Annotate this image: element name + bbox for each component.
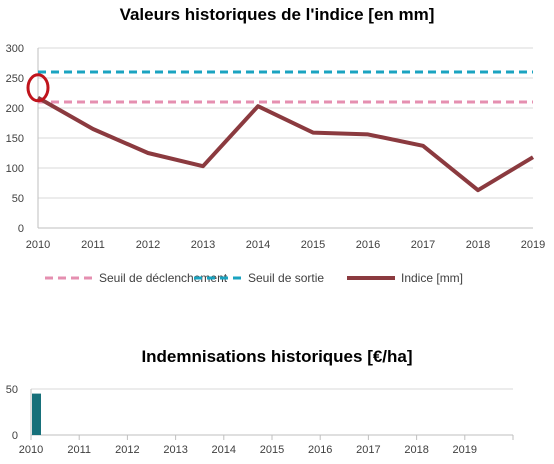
y-tick-label: 100: [6, 163, 24, 175]
x-tick-label: 2017: [411, 239, 435, 251]
y-tick-label: 50: [12, 193, 24, 205]
x-tick-label: 2011: [81, 239, 105, 251]
x-tick-label: 2019: [453, 444, 477, 456]
highlight-circle: [26, 73, 50, 103]
y-tick-label: 250: [6, 73, 24, 85]
bar-chart-title: Indemnisations historiques [€/ha]: [141, 347, 413, 366]
x-tick-label: 2017: [356, 444, 380, 456]
x-tick-label: 2015: [301, 239, 325, 251]
y-tick-label: 50: [6, 384, 18, 396]
x-tick-label: 2010: [19, 444, 43, 456]
series-line-2: [37, 96, 535, 193]
x-tick-label: 2012: [136, 239, 160, 251]
x-tick-label: 2016: [308, 444, 332, 456]
y-tick-label: 0: [12, 430, 18, 442]
x-tick-label: 2016: [356, 239, 380, 251]
x-tick-label: 2013: [191, 239, 215, 251]
x-tick-label: 2011: [67, 444, 91, 456]
y-tick-label: 150: [6, 133, 24, 145]
x-tick-label: 2015: [260, 444, 284, 456]
bar: [32, 393, 41, 435]
x-tick-label: 2019: [521, 239, 545, 251]
x-tick-label: 2018: [404, 444, 428, 456]
y-tick-label: 300: [6, 43, 24, 55]
y-tick-label: 200: [6, 103, 24, 115]
x-tick-label: 2014: [246, 239, 270, 251]
x-tick-label: 2014: [212, 444, 236, 456]
x-tick-label: 2012: [115, 444, 139, 456]
x-tick-label: 2013: [163, 444, 187, 456]
y-tick-label: 0: [18, 223, 24, 235]
legend-label: Seuil de déclenchement: [99, 271, 228, 285]
x-tick-label: 2018: [466, 239, 490, 251]
line-chart-title: Valeurs historiques de l'indice [en mm]: [119, 5, 435, 24]
legend-label: Seuil de sortie: [248, 271, 324, 285]
legend-label: Indice [mm]: [401, 271, 463, 285]
x-tick-label: 2010: [26, 239, 50, 251]
